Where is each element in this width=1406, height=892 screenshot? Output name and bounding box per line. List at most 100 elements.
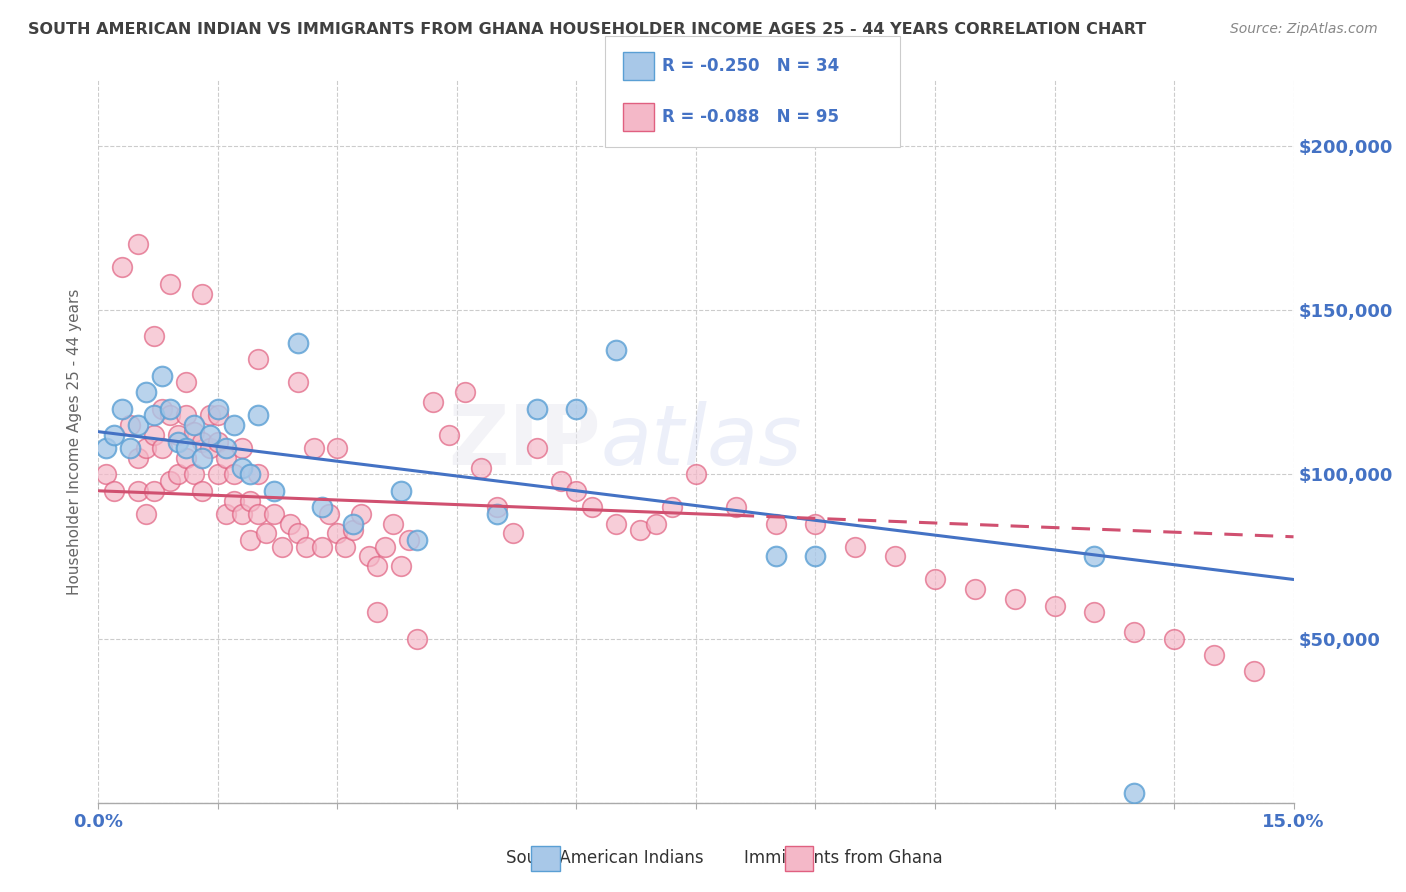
Point xyxy=(502,526,524,541)
Point xyxy=(1123,786,1146,800)
Point xyxy=(326,526,349,541)
Point xyxy=(174,376,197,390)
Point xyxy=(342,523,364,537)
Point xyxy=(222,493,245,508)
Point xyxy=(765,516,787,531)
Text: atlas: atlas xyxy=(600,401,801,482)
Point xyxy=(389,559,412,574)
Point xyxy=(207,467,229,482)
Point xyxy=(278,516,301,531)
Point xyxy=(382,516,405,531)
Point xyxy=(287,526,309,541)
Point xyxy=(222,467,245,482)
Point xyxy=(150,441,173,455)
Point xyxy=(628,523,651,537)
Point xyxy=(963,582,986,597)
Point xyxy=(246,507,269,521)
Point xyxy=(454,385,477,400)
Point xyxy=(127,237,149,252)
Text: SOUTH AMERICAN INDIAN VS IMMIGRANTS FROM GHANA HOUSEHOLDER INCOME AGES 25 - 44 Y: SOUTH AMERICAN INDIAN VS IMMIGRANTS FROM… xyxy=(28,22,1146,37)
Point xyxy=(374,540,396,554)
Point xyxy=(96,467,118,482)
Point xyxy=(645,516,668,531)
Point xyxy=(526,401,548,416)
Point xyxy=(174,450,197,465)
Point xyxy=(565,483,588,498)
Point xyxy=(389,483,412,498)
Point xyxy=(231,441,253,455)
Point xyxy=(191,434,214,449)
Point xyxy=(174,409,197,423)
Point xyxy=(198,409,221,423)
Point xyxy=(159,401,181,416)
Point xyxy=(1163,632,1185,646)
Point xyxy=(470,460,492,475)
Point xyxy=(159,474,181,488)
Point xyxy=(311,500,333,515)
Point xyxy=(270,540,292,554)
Point xyxy=(581,500,603,515)
Point xyxy=(191,450,214,465)
Point xyxy=(1243,665,1265,679)
Point xyxy=(724,500,747,515)
Point xyxy=(485,507,508,521)
Point xyxy=(167,434,190,449)
Point xyxy=(127,418,149,433)
Point xyxy=(1083,549,1105,564)
Point xyxy=(605,516,627,531)
Point xyxy=(150,401,173,416)
Point xyxy=(215,507,238,521)
Point xyxy=(406,632,429,646)
Point xyxy=(550,474,572,488)
Point xyxy=(120,441,142,455)
Point xyxy=(422,395,444,409)
Point xyxy=(437,428,460,442)
Point xyxy=(1083,605,1105,619)
Point xyxy=(174,441,197,455)
Point xyxy=(120,418,142,433)
Point xyxy=(342,516,364,531)
Point xyxy=(143,409,166,423)
Point xyxy=(844,540,866,554)
Point xyxy=(302,441,325,455)
Point xyxy=(135,385,157,400)
Point xyxy=(215,450,238,465)
Point xyxy=(111,401,134,416)
Point xyxy=(1202,648,1225,662)
Point xyxy=(287,376,309,390)
Point xyxy=(884,549,907,564)
Point xyxy=(198,428,221,442)
Point xyxy=(318,507,340,521)
Point xyxy=(605,343,627,357)
Point xyxy=(207,434,229,449)
Point xyxy=(326,441,349,455)
Y-axis label: Householder Income Ages 25 - 44 years: Householder Income Ages 25 - 44 years xyxy=(67,288,83,595)
Point xyxy=(143,329,166,343)
Point xyxy=(287,336,309,351)
Point xyxy=(239,493,262,508)
Point xyxy=(254,526,277,541)
Point xyxy=(231,507,253,521)
Point xyxy=(150,368,173,383)
Point xyxy=(804,516,827,531)
Point xyxy=(398,533,420,547)
Point xyxy=(311,540,333,554)
Point xyxy=(183,425,205,439)
Point xyxy=(485,500,508,515)
Point xyxy=(565,401,588,416)
Point xyxy=(1043,599,1066,613)
Point xyxy=(222,418,245,433)
Point xyxy=(127,450,149,465)
Point xyxy=(207,409,229,423)
Point xyxy=(804,549,827,564)
Point xyxy=(1004,592,1026,607)
Point xyxy=(111,260,134,275)
Text: South American Indians: South American Indians xyxy=(506,849,703,867)
Point xyxy=(159,277,181,291)
Point xyxy=(96,441,118,455)
Point xyxy=(103,428,125,442)
Point xyxy=(406,533,429,547)
Point xyxy=(135,441,157,455)
Point xyxy=(246,467,269,482)
Point xyxy=(661,500,683,515)
